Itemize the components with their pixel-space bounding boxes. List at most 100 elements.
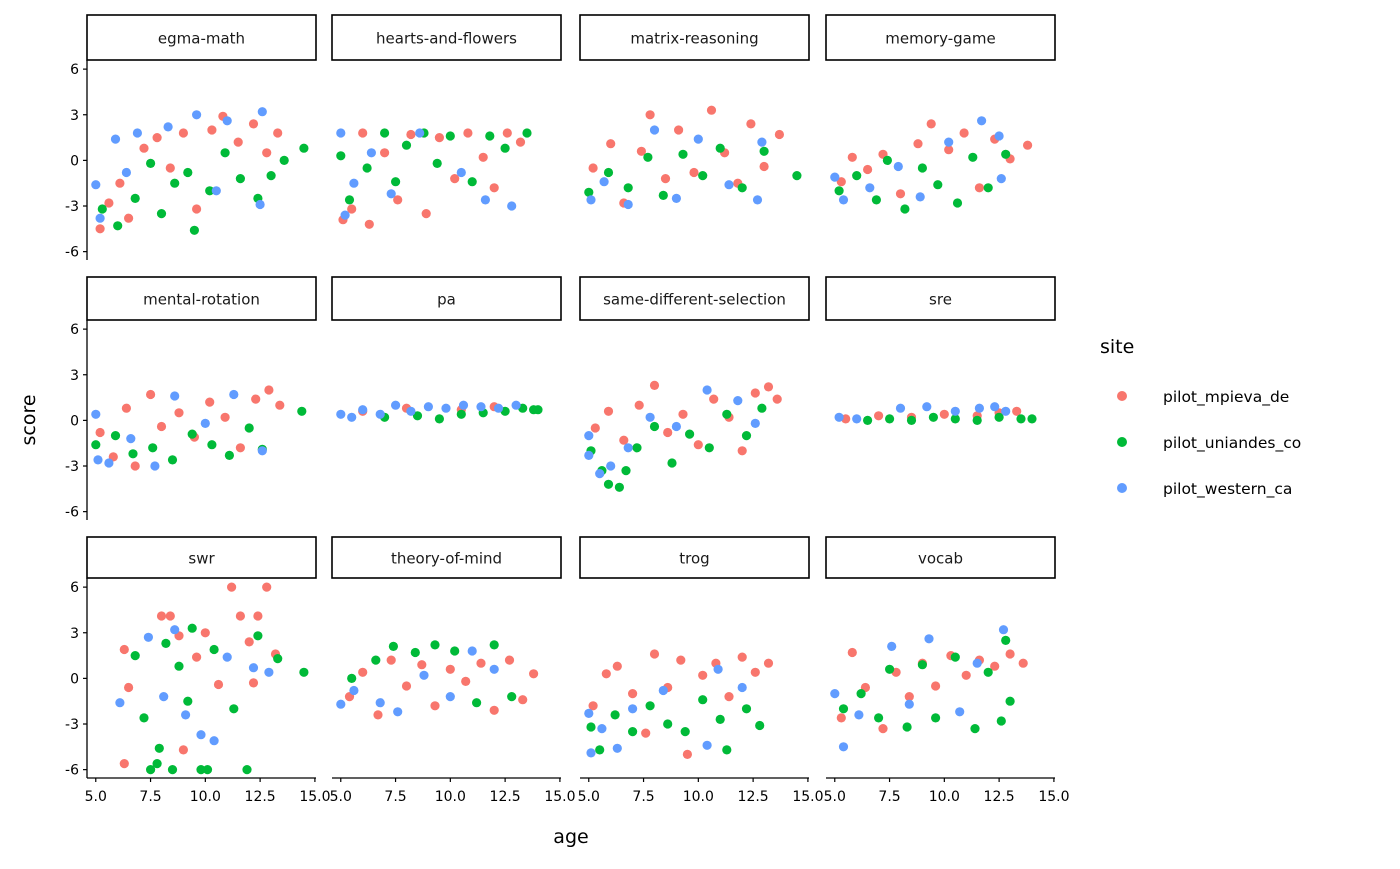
y-tick-label: 0: [70, 671, 79, 687]
data-points: [336, 128, 532, 229]
point-pilot_western_ca: [904, 699, 914, 709]
point-pilot_mpieva_de: [750, 388, 760, 398]
point-pilot_western_ca: [143, 632, 153, 642]
point-pilot_western_ca: [375, 698, 385, 708]
facet-strip-label: same-different-selection: [603, 291, 786, 309]
point-pilot_mpieva_de: [641, 728, 651, 738]
point-pilot_mpieva_de: [763, 382, 774, 392]
facet-pa: pa: [331, 276, 562, 424]
point-pilot_uniandes_co: [603, 479, 614, 489]
point-pilot_mpieva_de: [393, 195, 403, 205]
point-pilot_mpieva_de: [174, 408, 184, 418]
point-pilot_mpieva_de: [678, 409, 688, 419]
facet-strip-label: egma-math: [158, 30, 245, 48]
point-pilot_western_ca: [658, 685, 668, 696]
x-tick-label: 12.5: [490, 789, 521, 805]
point-pilot_western_ca: [257, 107, 267, 117]
point-pilot_uniandes_co: [715, 143, 725, 153]
legend-label: pilot_mpieva_de: [1163, 388, 1289, 407]
point-pilot_western_ca: [476, 402, 486, 412]
point-pilot_mpieva_de: [165, 163, 175, 173]
point-pilot_uniandes_co: [952, 198, 963, 208]
point-pilot_uniandes_co: [917, 660, 928, 670]
point-pilot_western_ca: [386, 189, 396, 199]
point-pilot_mpieva_de: [847, 152, 857, 162]
point-pilot_uniandes_co: [388, 641, 398, 652]
point-pilot_mpieva_de: [253, 611, 263, 621]
point-pilot_mpieva_de: [251, 394, 261, 404]
point-pilot_uniandes_co: [224, 450, 234, 460]
point-pilot_uniandes_co: [472, 698, 482, 708]
point-pilot_mpieva_de: [515, 137, 526, 147]
data-points: [91, 107, 309, 235]
point-pilot_uniandes_co: [722, 745, 732, 755]
point-pilot_uniandes_co: [380, 128, 390, 138]
facet-theory-of-mind: theory-of-mind 5.0 7.5 10.0 12.5 15.0: [330, 536, 575, 805]
point-pilot_western_ca: [737, 682, 747, 693]
x-tick-label: 7.5: [632, 789, 654, 805]
point-pilot_uniandes_co: [450, 646, 460, 656]
point-pilot_western_ca: [95, 213, 105, 223]
point-pilot_western_ca: [599, 177, 609, 187]
point-pilot_mpieva_de: [380, 148, 390, 158]
point-pilot_mpieva_de: [156, 421, 167, 432]
point-pilot_mpieva_de: [649, 380, 660, 390]
point-pilot_mpieva_de: [636, 146, 647, 156]
point-pilot_uniandes_co: [146, 765, 156, 775]
point-pilot_uniandes_co: [917, 163, 928, 173]
point-pilot_mpieva_de: [205, 397, 215, 407]
point-pilot_mpieva_de: [709, 394, 719, 404]
point-pilot_mpieva_de: [663, 427, 673, 438]
point-pilot_mpieva_de: [124, 682, 134, 693]
point-pilot_western_ca: [854, 710, 864, 720]
point-pilot_uniandes_co: [970, 724, 980, 734]
point-pilot_mpieva_de: [220, 412, 230, 422]
point-pilot_uniandes_co: [757, 403, 767, 413]
point-pilot_uniandes_co: [344, 195, 355, 205]
point-pilot_uniandes_co: [336, 151, 346, 161]
point-pilot_western_ca: [922, 402, 932, 412]
point-pilot_western_ca: [349, 685, 359, 696]
data-points: [336, 640, 539, 720]
point-pilot_uniandes_co: [362, 163, 372, 173]
point-pilot_mpieva_de: [676, 655, 686, 665]
point-pilot_western_ca: [511, 400, 521, 410]
y-tick-label: 3: [70, 626, 79, 642]
point-pilot_uniandes_co: [595, 745, 605, 755]
point-pilot_western_ca: [645, 412, 655, 422]
facet-strip-label: theory-of-mind: [391, 550, 502, 568]
point-pilot_mpieva_de: [772, 394, 782, 404]
point-pilot_uniandes_co: [533, 405, 543, 415]
point-pilot_western_ca: [830, 172, 840, 182]
point-pilot_uniandes_co: [187, 623, 197, 633]
point-pilot_uniandes_co: [994, 412, 1004, 422]
facet-swr: swr 6 3 0 -3 -6 5.0 7.5 10.0 12.5 15.0: [65, 536, 330, 805]
point-pilot_uniandes_co: [621, 466, 631, 476]
point-pilot_mpieva_de: [347, 204, 357, 214]
point-pilot_mpieva_de: [606, 139, 616, 149]
y-tick-label: 0: [70, 413, 79, 429]
point-pilot_mpieva_de: [944, 145, 954, 155]
point-pilot_western_ca: [584, 431, 594, 441]
point-pilot_uniandes_co: [432, 158, 442, 168]
point-pilot_uniandes_co: [154, 743, 164, 753]
point-pilot_uniandes_co: [113, 221, 123, 231]
point-pilot_mpieva_de: [450, 174, 460, 184]
point-pilot_western_ca: [977, 116, 987, 126]
point-pilot_mpieva_de: [146, 389, 156, 400]
point-pilot_western_ca: [170, 625, 180, 635]
point-pilot_mpieva_de: [737, 652, 747, 662]
point-pilot_uniandes_co: [632, 443, 642, 453]
point-pilot_uniandes_co: [623, 183, 633, 193]
point-pilot_uniandes_co: [410, 647, 420, 658]
facet-strip: [579, 14, 810, 61]
point-pilot_uniandes_co: [698, 171, 708, 181]
x-tick-label: 12.5: [738, 789, 769, 805]
point-pilot_mpieva_de: [774, 129, 785, 140]
point-pilot_uniandes_co: [170, 178, 180, 188]
point-pilot_uniandes_co: [1001, 149, 1011, 159]
point-pilot_western_ca: [423, 402, 433, 412]
point-pilot_uniandes_co: [741, 431, 752, 441]
point-pilot_western_ca: [606, 461, 616, 471]
point-pilot_uniandes_co: [928, 412, 939, 422]
